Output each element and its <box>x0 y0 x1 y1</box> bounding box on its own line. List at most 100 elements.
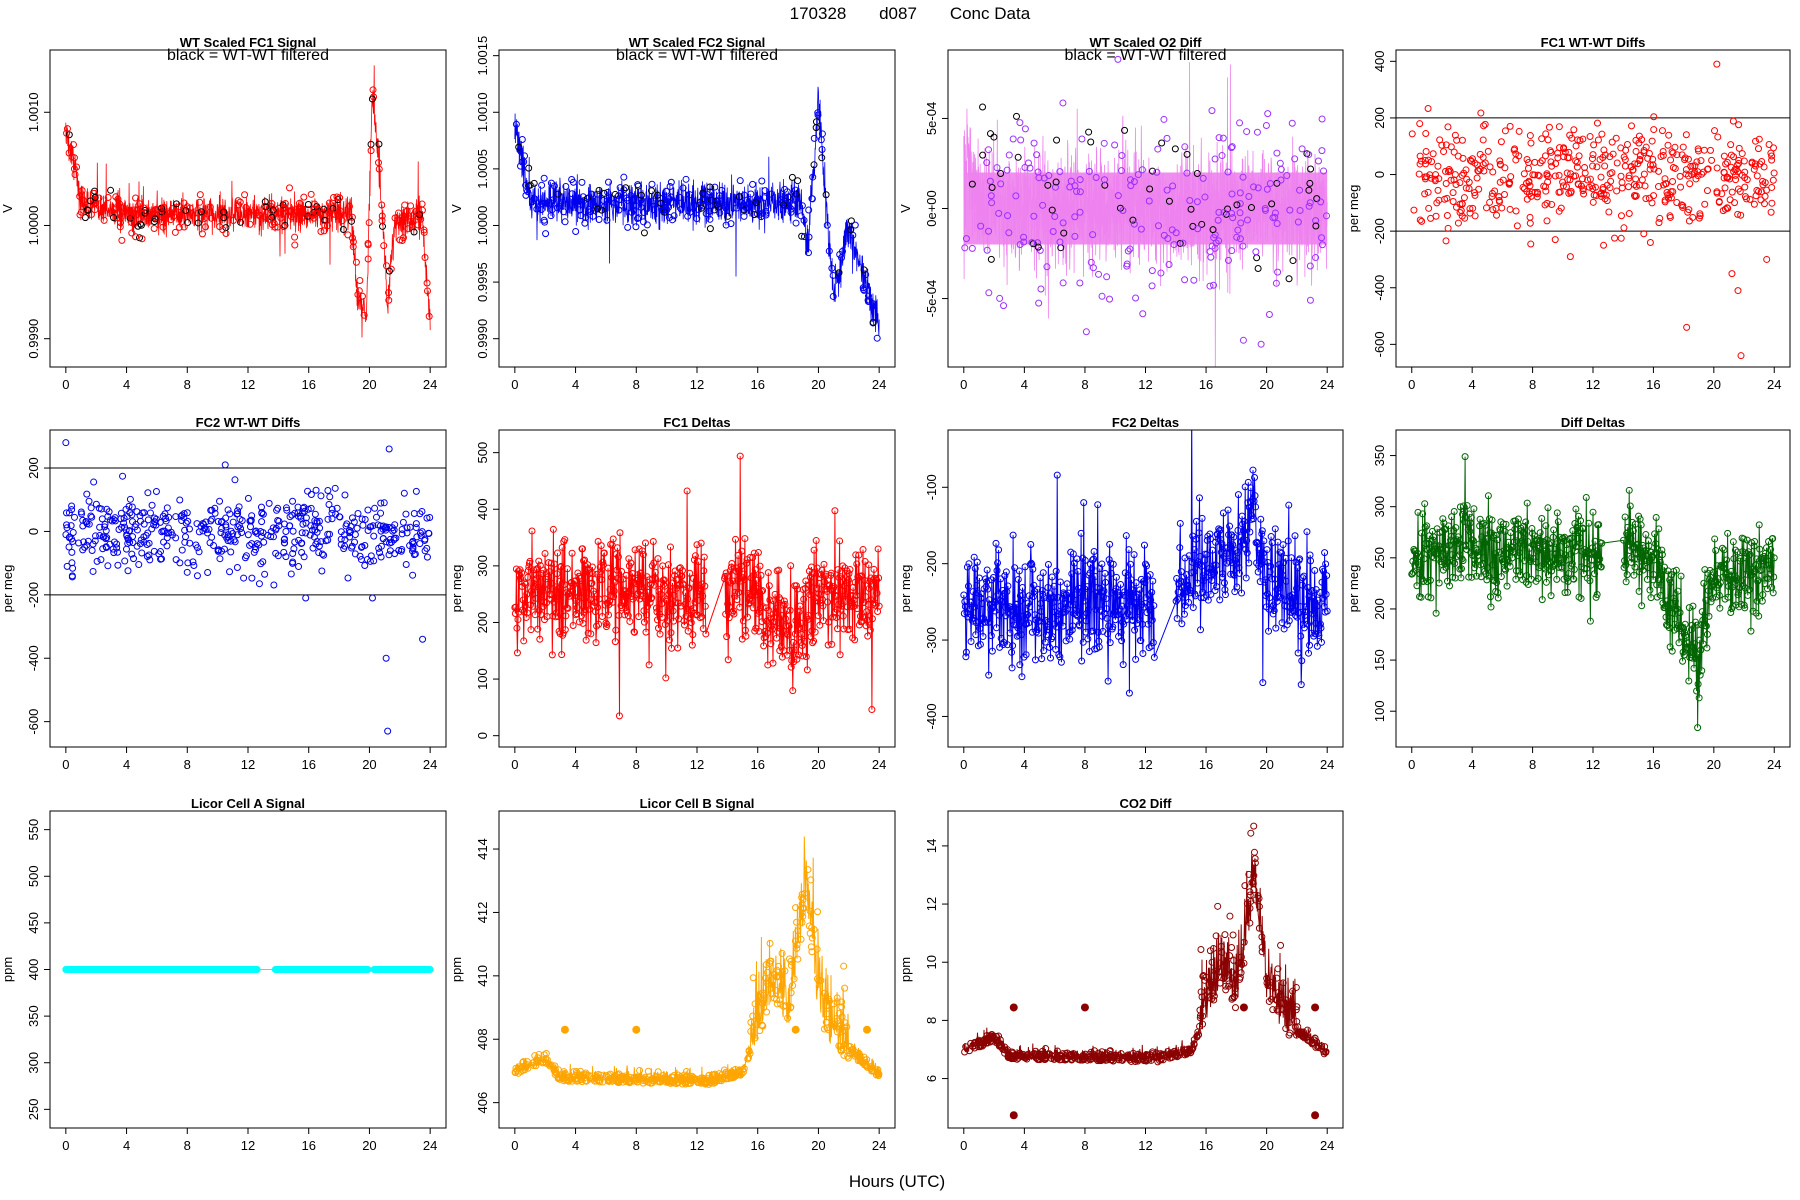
o2_diff-point <box>1224 256 1232 264</box>
fc1_wtwt-point <box>1482 204 1490 212</box>
diff_deltas-point <box>1421 523 1429 531</box>
fc2_signal-point <box>600 189 608 197</box>
fc2_deltas-point <box>1092 605 1100 613</box>
fc1_signal-point <box>114 214 122 222</box>
fc2_wtwt-point <box>106 516 114 524</box>
fc1_signal-frame <box>49 49 447 368</box>
diff_deltas-point <box>1598 539 1606 547</box>
fc2_wtwt-point <box>267 528 275 536</box>
o2_diff-point <box>1268 200 1276 208</box>
diff_deltas-point <box>1704 587 1712 595</box>
fc1_deltas-point <box>742 632 750 640</box>
fc2_wtwt-point <box>97 556 105 564</box>
diff_deltas-point <box>1557 556 1565 564</box>
fc2_wtwt-point <box>124 534 132 542</box>
fc1_signal-ytick-label: 1.0010 <box>26 92 41 132</box>
fc2_wtwt-point <box>113 540 121 548</box>
fc1_deltas-point <box>728 608 736 616</box>
fc2_wtwt-point <box>224 506 232 514</box>
diff_deltas-point <box>1421 500 1429 508</box>
fc1_signal-point <box>77 208 85 216</box>
fc2_wtwt-ytick-label: -200 <box>26 582 41 608</box>
o2_diff-xtick-label: 20 <box>1259 377 1273 392</box>
fc1_wtwt-point <box>1480 167 1488 175</box>
diff_deltas-point <box>1481 521 1489 529</box>
fc2_wtwt-point <box>412 487 420 495</box>
fc1_deltas-point <box>873 576 881 584</box>
fc2_wtwt-point <box>199 519 207 527</box>
diff_deltas-point <box>1685 677 1693 685</box>
o2_diff-point <box>1163 186 1171 194</box>
fc2_deltas-point <box>1139 578 1147 586</box>
licor_b-point <box>651 1075 659 1083</box>
fc2_wtwt-point <box>104 562 112 570</box>
fc2_deltas-point <box>973 558 981 566</box>
o2_diff-point <box>1059 99 1067 107</box>
diff_deltas-point <box>1423 522 1431 530</box>
fc2_wtwt-point <box>246 523 254 531</box>
fc2_deltas-point <box>1049 598 1057 606</box>
fc2_wtwt-ytick-label: -400 <box>26 645 41 671</box>
fc1_wtwt-point <box>1631 160 1639 168</box>
fc2_deltas-point <box>964 582 972 590</box>
fc1_wtwt-point <box>1676 172 1684 180</box>
fc2_wtwt-point <box>423 553 431 561</box>
fc2_deltas-point <box>1258 527 1266 535</box>
diff_deltas-point <box>1745 586 1753 594</box>
fc2_signal-point <box>835 269 843 277</box>
fc1_deltas-point <box>740 576 748 584</box>
fc2_wtwt-point <box>217 518 225 526</box>
fc1_wtwt-point <box>1495 193 1503 201</box>
fc1_wtwt-point <box>1606 170 1614 178</box>
diff_deltas-point <box>1547 592 1555 600</box>
fc1_deltas-point <box>778 653 786 661</box>
licor_b-point <box>784 1014 792 1022</box>
fc1_deltas-point <box>759 603 767 611</box>
fc2_signal-xtick-label: 8 <box>633 377 640 392</box>
fc2_deltas-point <box>1233 583 1241 591</box>
fc1_deltas-point <box>513 624 521 632</box>
fc1_wtwt-point <box>1617 212 1625 220</box>
fc1_wtwt-point <box>1630 181 1638 189</box>
fc1_wtwt-point <box>1669 149 1677 157</box>
fc1_wtwt-point <box>1735 159 1743 167</box>
fc1_wtwt-point <box>1673 151 1681 159</box>
fc2_deltas-point <box>991 607 999 615</box>
licor_b-point <box>798 909 806 917</box>
diff_deltas-point <box>1540 563 1548 571</box>
fc1_wtwt-outlier-point <box>1551 236 1559 244</box>
fc1_deltas-xtick-label: 8 <box>633 757 640 772</box>
licor_b-point <box>867 1064 875 1072</box>
fc1_wtwt-point <box>1429 150 1437 158</box>
fc1_wtwt-point <box>1669 177 1677 185</box>
fc1_wtwt-point <box>1727 151 1735 159</box>
fc2_deltas-point <box>1233 549 1241 557</box>
fc2_wtwt-point <box>163 542 171 550</box>
fc1_signal-point <box>220 214 228 222</box>
fc2_signal-point <box>810 134 818 142</box>
diff_deltas-point <box>1562 556 1570 564</box>
fc2_wtwt-point <box>122 505 130 513</box>
fc2_wtwt-point <box>144 489 152 497</box>
diff_deltas-point <box>1655 574 1663 582</box>
fc2_deltas-point <box>1246 528 1254 536</box>
fc1_wtwt-point <box>1735 144 1743 152</box>
co2_diff-point <box>1210 944 1218 952</box>
fc2_signal-point <box>550 182 558 190</box>
fc1_wtwt-ytick-label: -400 <box>1372 275 1387 301</box>
fc1_wtwt-point <box>1700 146 1708 154</box>
licor_b-point <box>825 1026 833 1034</box>
fc1_wtwt-point <box>1499 176 1507 184</box>
o2_diff-filter-note: black = WT-WT filtered <box>1065 47 1227 64</box>
o2_diff-point <box>1067 177 1075 185</box>
fc2_wtwt-point <box>346 533 354 541</box>
diff_deltas-point <box>1524 537 1532 545</box>
fc1_signal-point <box>345 213 353 221</box>
fc2_wtwt-point <box>87 512 95 520</box>
fc1_wtwt-point <box>1681 154 1689 162</box>
fc1_wtwt-point <box>1641 182 1649 190</box>
diff_deltas-point <box>1489 561 1497 569</box>
fc1_deltas-point <box>739 574 747 582</box>
fc1_signal-point <box>365 219 373 227</box>
fc2_wtwt-point <box>181 533 189 541</box>
